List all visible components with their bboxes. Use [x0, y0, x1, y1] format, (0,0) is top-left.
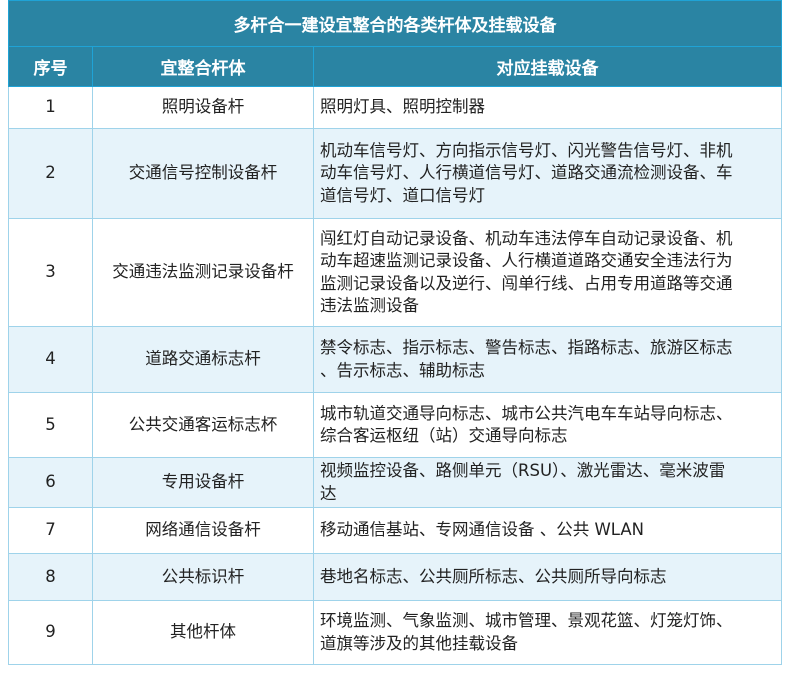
equipment-line: 监测记录设备以及逆行、闯单行线、占用专用道路等交通: [320, 273, 733, 293]
equipment-list: 移动通信基站、专网通信设备 、公共 WLAN: [313, 507, 782, 554]
pole-type: 公共标识杆: [92, 553, 314, 601]
row-number: 5: [8, 392, 93, 458]
equipment-list: 环境监测、气象监测、城市管理、景观花篮、灯笼灯饰、 道旗等涉及的其他挂载设备: [313, 600, 782, 665]
equipment-line: 达: [320, 483, 337, 503]
equipment-line: 移动通信基站、专网通信设备 、公共 WLAN: [320, 520, 645, 540]
equipment-list: 巷地名标志、公共厕所标志、公共厕所导向标志: [313, 553, 782, 601]
table-row: 5 公共交通客运标志杯 城市轨道交通导向标志、城市公共汽电车车站导向标志、 综合客运枢…: [8, 392, 782, 458]
equipment-line: 机动车信号灯、方向指示信号灯、闪光警告信号灯、非机: [320, 140, 733, 160]
equipment-list: 照明灯具、照明控制器: [313, 86, 782, 129]
pole-type: 专用设备杆: [92, 457, 314, 508]
equipment-line: 违法监测设备: [320, 296, 419, 315]
equipment-line: 、告示标志、辅助标志: [320, 360, 485, 380]
pole-type: 其他杆体: [92, 600, 314, 665]
equipment-line: 巷地名标志、公共厕所标志、公共厕所导向标志: [320, 566, 667, 586]
equipment-line: 城市轨道交通导向标志、城市公共汽电车车站导向标志、: [320, 403, 733, 423]
table-row: 6 专用设备杆 视频监控设备、路侧单元（RSU）、激光雷达、毫米波雷达: [8, 457, 782, 508]
table-row: 7 网络通信设备杆 移动通信基站、专网通信设备 、公共 WLAN: [8, 507, 782, 554]
table-title: 多杆合一建设宜整合的各类杆体及挂载设备: [8, 0, 782, 47]
equipment-line: 道信号灯、道口信号灯: [320, 185, 485, 205]
equipment-line: 禁令标志、指示标志、警告标志、指路标志、旅游区标志: [320, 338, 733, 357]
row-number: 8: [8, 553, 93, 601]
table-row: 9 其他杆体 环境监测、气象监测、城市管理、景观花篮、灯笼灯饰、 道旗等涉及的其他挂载…: [8, 600, 782, 665]
pole-type: 公共交通客运标志杯: [92, 392, 314, 458]
equipment-line: 闯红灯自动记录设备、机动车违法停车自动记录设备、机: [320, 228, 733, 248]
row-number: 4: [8, 326, 93, 393]
pole-type: 道路交通标志杆: [92, 326, 314, 393]
equipment-line: 综合客运枢纽（站）交通导向标志: [320, 426, 568, 445]
row-number: 1: [8, 86, 93, 129]
equipment-line: 照明灯具、照明控制器: [320, 97, 485, 117]
header-number: 序号: [8, 46, 93, 87]
pole-type: 照明设备杆: [92, 86, 314, 129]
equipment-line: 动车超速监测记录设备、人行横道道路交通安全违法行为: [320, 251, 733, 270]
header-equipment: 对应挂载设备: [313, 46, 782, 87]
pole-type: 网络通信设备杆: [92, 507, 314, 554]
row-number: 7: [8, 507, 93, 554]
equipment-list: 禁令标志、指示标志、警告标志、指路标志、旅游区标志 、告示标志、辅助标志: [313, 326, 782, 393]
table-row: 3 交通违法监测记录设备杆 闯红灯自动记录设备、机动车违法停车自动记录设备、机 动车超…: [8, 218, 782, 327]
row-number: 3: [8, 218, 93, 327]
row-number: 6: [8, 457, 93, 508]
row-number: 2: [8, 128, 93, 219]
equipment-list: 视频监控设备、路侧单元（RSU）、激光雷达、毫米波雷达: [313, 457, 782, 508]
pole-type: 交通违法监测记录设备杆: [92, 218, 314, 327]
table-row: 4 道路交通标志杆 禁令标志、指示标志、警告标志、指路标志、旅游区标志 、告示标志、辅…: [8, 326, 782, 393]
equipment-line: 道旗等涉及的其他挂载设备: [320, 633, 518, 653]
table-row: 2 交通信号控制设备杆 机动车信号灯、方向指示信号灯、闪光警告信号灯、非机 动车信号灯…: [8, 128, 782, 219]
pole-equipment-table: 多杆合一建设宜整合的各类杆体及挂载设备 序号 宜整合杆体 对应挂载设备 1 照明设…: [8, 0, 782, 665]
table-row: 8 公共标识杆 巷地名标志、公共厕所标志、公共厕所导向标志: [8, 553, 782, 601]
equipment-list: 闯红灯自动记录设备、机动车违法停车自动记录设备、机 动车超速监测记录设备、人行横道…: [313, 218, 782, 327]
equipment-list: 机动车信号灯、方向指示信号灯、闪光警告信号灯、非机 动车信号灯、人行横道信号灯、道…: [313, 128, 782, 219]
equipment-line: 环境监测、气象监测、城市管理、景观花篮、灯笼灯饰、: [320, 611, 733, 630]
pole-type: 交通信号控制设备杆: [92, 128, 314, 219]
header-pole: 宜整合杆体: [92, 46, 314, 87]
equipment-list: 城市轨道交通导向标志、城市公共汽电车车站导向标志、 综合客运枢纽（站）交通导向标志: [313, 392, 782, 458]
row-number: 9: [8, 600, 93, 665]
equipment-line: 视频监控设备、路侧单元（RSU）、激光雷达、毫米波雷: [320, 461, 726, 480]
table-row: 1 照明设备杆 照明灯具、照明控制器: [8, 86, 782, 129]
equipment-line: 动车信号灯、人行横道信号灯、道路交通流检测设备、车: [320, 163, 733, 183]
